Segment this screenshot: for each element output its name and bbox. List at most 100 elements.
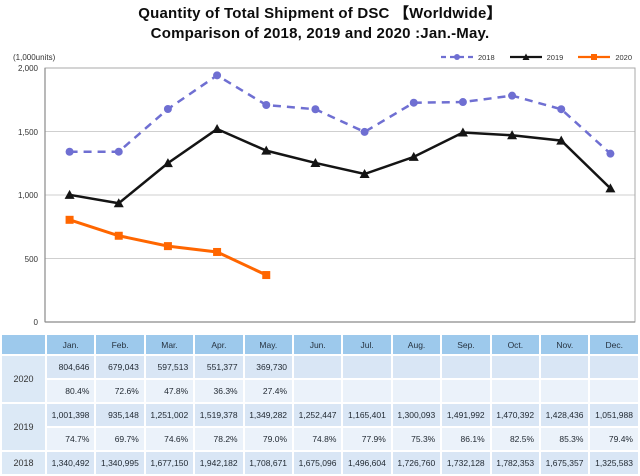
- value-cell: 1,732,128: [442, 452, 490, 474]
- value-cell: 1,782,353: [491, 452, 540, 474]
- year-label-2019: 2019: [2, 404, 45, 450]
- legend-marker: [591, 54, 598, 60]
- chart-legend: 2018 2019 2020: [440, 52, 632, 62]
- chart-title: Quantity of Total Shipment of DSC 【World…: [0, 4, 640, 44]
- value-cell: 1,675,357: [541, 452, 589, 474]
- y-axis-unit-label: (1,000units): [13, 53, 56, 62]
- table-header-Jan: Jan.: [47, 335, 95, 354]
- data-point-circle: [508, 91, 517, 100]
- data-point-triangle: [212, 124, 223, 134]
- data-point-circle: [262, 100, 271, 109]
- data-point-circle: [65, 147, 74, 156]
- data-point-triangle: [507, 130, 518, 140]
- data-point-triangle: [556, 135, 567, 145]
- percent-cell: 36.3%: [195, 380, 243, 402]
- series-line-2019: [69, 127, 612, 205]
- legend-marker: [522, 53, 530, 60]
- legend-item-2019: 2019: [509, 52, 564, 62]
- data-point-circle: [409, 98, 418, 107]
- percent-cell: [294, 380, 342, 402]
- legend-sample-2020: [578, 54, 611, 60]
- value-cell: [590, 356, 638, 378]
- percent-cell: 27.4%: [244, 380, 293, 402]
- table-row-2018-values: 2018 1,340,492 1,340,995 1,677,150 1,942,182…: [2, 452, 638, 474]
- value-cell: 1,470,392: [491, 404, 540, 426]
- value-cell: 1,708,671: [244, 452, 293, 474]
- percent-cell: 74.6%: [145, 428, 194, 450]
- table-header-May: May.: [244, 335, 293, 354]
- y-tick-label: 2,000: [17, 64, 38, 73]
- data-point-circle: [458, 98, 467, 107]
- title-line-2: Comparison of 2018, 2019 and 2020 :Jan.-…: [150, 25, 490, 42]
- value-cell: 1,496,604: [343, 452, 391, 474]
- y-tick-label: 1,500: [17, 127, 38, 137]
- series-line-2018: [69, 73, 612, 155]
- data-point-circle: [213, 71, 222, 80]
- percent-cell: [590, 380, 638, 402]
- value-cell: 1,726,760: [392, 452, 441, 474]
- y-tick-label: 1,000: [17, 191, 38, 200]
- percent-cell: [392, 380, 441, 402]
- data-point-triangle: [408, 151, 419, 161]
- data-point-circle: [360, 127, 369, 136]
- percent-cell: 85.3%: [541, 428, 589, 450]
- table-row-2019-percent: 74.7% 69.7% 74.6% 78.2% 79.0% 74.8% 77.9% 75.3%…: [2, 428, 638, 450]
- value-cell: 1,251,002: [145, 404, 194, 426]
- data-point-triangle: [359, 168, 370, 178]
- data-point-triangle: [310, 157, 321, 167]
- data-point-circle: [606, 149, 615, 158]
- data-point-square: [163, 242, 172, 251]
- value-cell: 1,675,096: [294, 452, 342, 474]
- value-cell: 1,349,282: [244, 404, 293, 426]
- y-axis-tick-labels: 2,000 1,500 1,000 500 0: [0, 52, 40, 333]
- legend-sample-2018: [440, 54, 473, 60]
- value-cell: [491, 356, 540, 378]
- title-line-1: Quantity of Total Shipment of DSC 【World…: [138, 5, 502, 22]
- value-cell: 1,325,583: [590, 452, 638, 474]
- percent-cell: 72.6%: [96, 380, 144, 402]
- data-point-circle: [163, 105, 172, 114]
- table-header-Feb: Feb.: [96, 335, 144, 354]
- value-cell: 1,677,150: [145, 452, 194, 474]
- table-header-Dec: Dec.: [590, 335, 638, 354]
- value-cell: 935,148: [96, 404, 144, 426]
- data-point-triangle: [113, 198, 124, 208]
- value-cell: 1,340,492: [47, 452, 95, 474]
- table-header-Jul: Jul.: [343, 335, 391, 354]
- value-cell: [343, 356, 391, 378]
- percent-cell: 80.4%: [47, 380, 95, 402]
- legend-label-2018: 2018: [477, 52, 495, 62]
- value-cell: 1,491,992: [442, 404, 490, 426]
- table-header-Aug: Aug.: [392, 335, 441, 354]
- line-chart-svg: [44, 67, 636, 323]
- percent-cell: 78.2%: [195, 428, 243, 450]
- percent-cell: 82.5%: [491, 428, 540, 450]
- y-tick-label: 500: [24, 254, 38, 264]
- percent-cell: [442, 380, 490, 402]
- value-cell: 1,051,988: [590, 404, 638, 426]
- table-header-Oct: Oct.: [491, 335, 540, 354]
- data-point-circle: [114, 147, 123, 156]
- value-cell: 1,252,447: [294, 404, 342, 426]
- value-cell: 1,942,182: [195, 452, 243, 474]
- percent-cell: 47.8%: [145, 380, 194, 402]
- value-cell: 597,513: [145, 356, 194, 378]
- legend-marker: [453, 54, 460, 60]
- data-point-triangle: [605, 183, 616, 193]
- percent-cell: 79.4%: [590, 428, 638, 450]
- legend-label-2019: 2019: [546, 52, 564, 62]
- value-cell: [392, 356, 441, 378]
- data-point-square: [114, 231, 123, 240]
- legend-item-2020: 2020: [577, 52, 632, 62]
- data-point-circle: [557, 105, 566, 114]
- data-point-square: [213, 247, 222, 256]
- percent-cell: [491, 380, 540, 402]
- percent-cell: 77.9%: [343, 428, 391, 450]
- table-row-2020-percent: 80.4% 72.6% 47.8% 36.3% 27.4%: [2, 380, 638, 402]
- value-cell: 1,340,995: [96, 452, 144, 474]
- page: Quantity of Total Shipment of DSC 【World…: [0, 4, 640, 474]
- data-point-triangle: [261, 145, 272, 155]
- data-point-triangle: [162, 158, 173, 168]
- percent-cell: [343, 380, 391, 402]
- value-cell: 551,377: [195, 356, 243, 378]
